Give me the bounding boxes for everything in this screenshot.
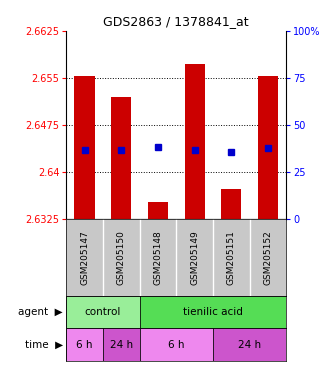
Text: GSM205148: GSM205148 — [153, 230, 163, 285]
Text: GSM205151: GSM205151 — [227, 230, 236, 285]
Bar — [66, 328, 103, 361]
Bar — [213, 328, 286, 361]
Bar — [221, 189, 241, 219]
Bar — [140, 328, 213, 361]
Bar — [140, 296, 286, 328]
Text: GSM205152: GSM205152 — [263, 230, 272, 285]
Bar — [66, 296, 140, 328]
Text: control: control — [85, 307, 121, 317]
Text: GSM205150: GSM205150 — [117, 230, 126, 285]
Bar — [148, 202, 168, 219]
Bar — [111, 97, 131, 219]
Bar — [258, 76, 278, 219]
Bar — [184, 64, 205, 219]
Text: agent  ▶: agent ▶ — [18, 307, 63, 317]
Bar — [103, 328, 140, 361]
Text: GSM205149: GSM205149 — [190, 230, 199, 285]
Text: 6 h: 6 h — [76, 339, 93, 350]
Text: time  ▶: time ▶ — [25, 339, 63, 350]
Text: 24 h: 24 h — [238, 339, 261, 350]
Title: GDS2863 / 1378841_at: GDS2863 / 1378841_at — [104, 15, 249, 28]
Text: tienilic acid: tienilic acid — [183, 307, 243, 317]
Text: 24 h: 24 h — [110, 339, 133, 350]
Bar — [74, 76, 95, 219]
Text: GSM205147: GSM205147 — [80, 230, 89, 285]
Text: 6 h: 6 h — [168, 339, 184, 350]
